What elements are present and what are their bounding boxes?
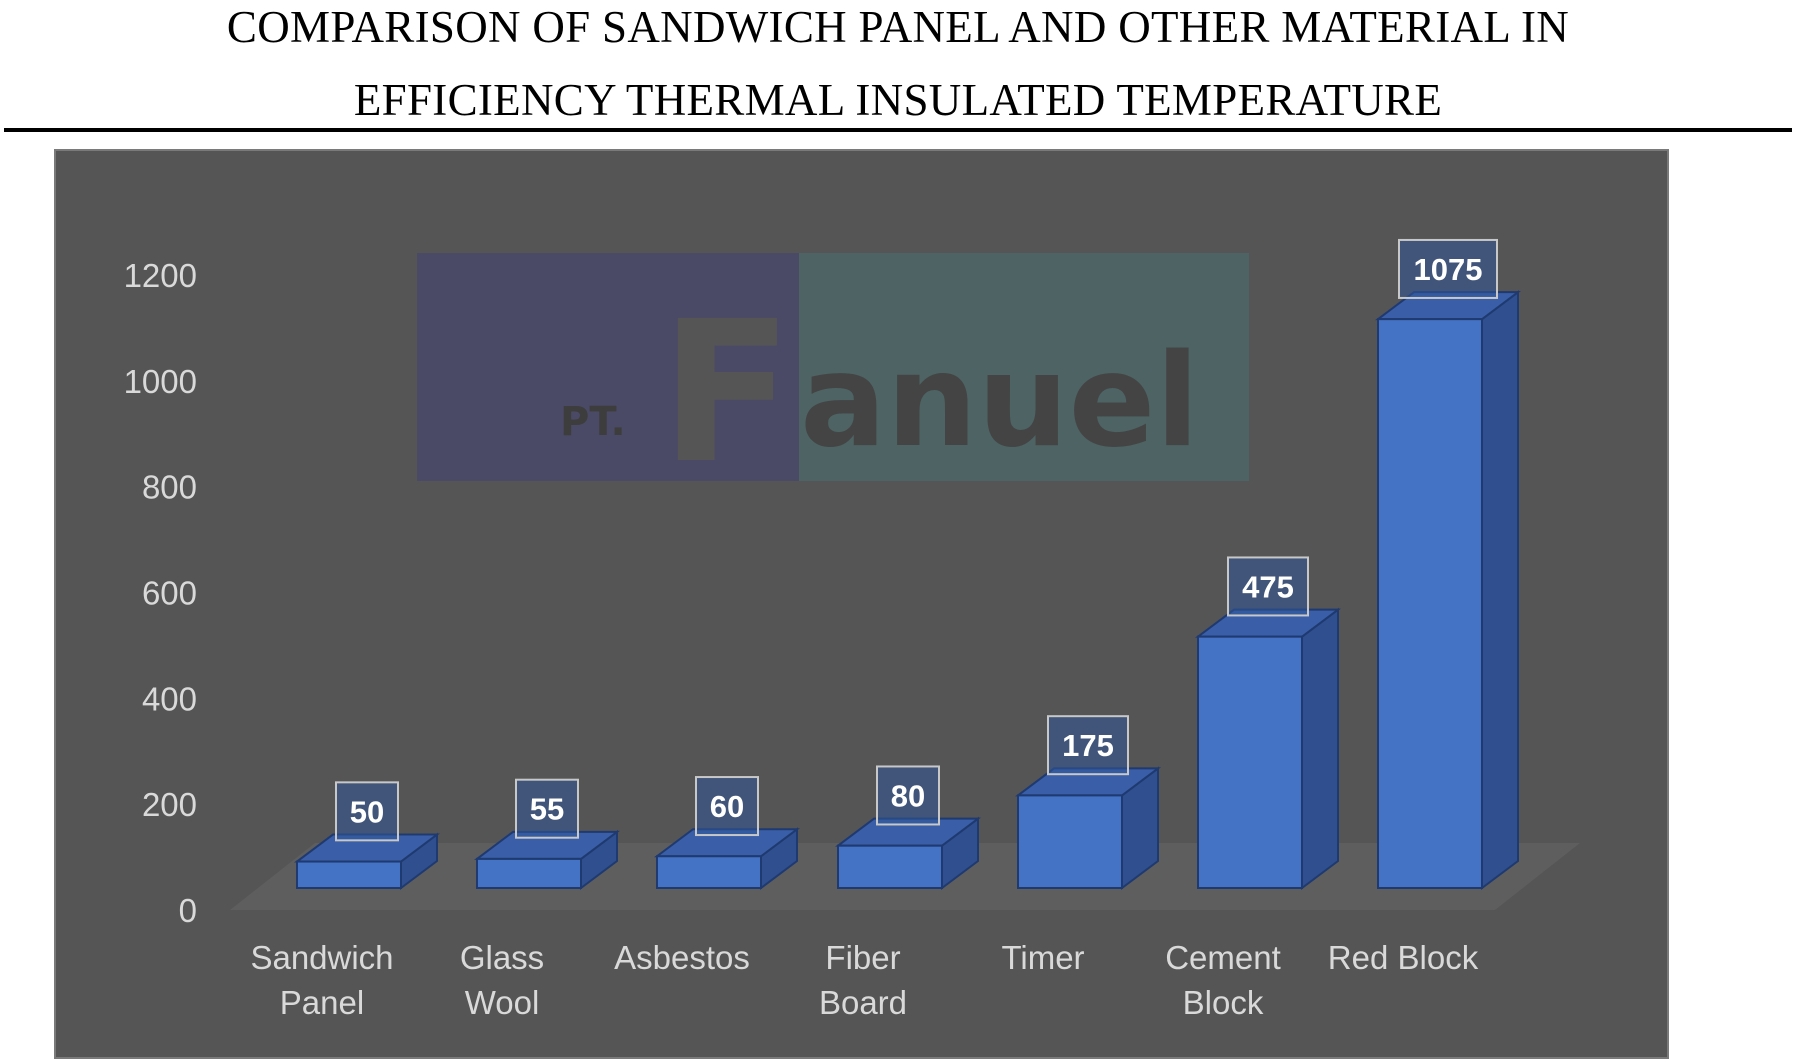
x-category-label: Red Block: [1328, 939, 1479, 976]
data-label: 1075: [1414, 252, 1483, 287]
bar: 50: [294, 781, 440, 890]
watermark-logo: PT. F anuel: [417, 253, 1249, 506]
x-category-label: Glass: [460, 939, 544, 976]
data-label: 60: [710, 789, 744, 824]
x-category-label: Sandwich: [250, 939, 393, 976]
x-category-label: Panel: [280, 984, 364, 1021]
data-label: 55: [530, 792, 564, 827]
watermark-prefix: PT.: [560, 399, 626, 445]
data-label: 475: [1242, 569, 1294, 604]
y-tick-label: 200: [142, 786, 197, 823]
x-category-label: Fiber: [825, 939, 900, 976]
watermark-text: anuel: [800, 327, 1199, 476]
title-line-1: COMPARISON OF SANDWICH PANEL AND OTHER M…: [226, 2, 1570, 52]
bar-front: [1197, 635, 1303, 889]
x-category-label: Board: [819, 984, 907, 1021]
title-underline: [4, 128, 1792, 132]
y-tick-label: 400: [142, 680, 197, 717]
bar-front: [1377, 318, 1483, 890]
x-category-label: Cement: [1165, 939, 1281, 976]
watermark-panel-left: [417, 253, 799, 481]
title-line-2: EFFICIENCY THERMAL INSULATED TEMPERATURE: [353, 75, 1443, 125]
bar-front: [476, 857, 582, 889]
x-axis: Sandwich Panel Glass Wool Asbestos Fiber Board…: [250, 939, 1478, 1021]
data-label-box: [876, 765, 940, 826]
bar: 55: [474, 778, 620, 890]
x-category-label: Block: [1183, 984, 1264, 1021]
y-axis: 0 200 400 600 800 1000 1200: [124, 257, 197, 929]
bar-side: [1481, 290, 1519, 890]
bar-front: [296, 860, 402, 890]
watermark-panel-right: [799, 253, 1249, 481]
bar-front: [837, 844, 943, 890]
y-tick-label: 0: [179, 892, 197, 929]
x-category-label: Asbestos: [614, 939, 750, 976]
y-tick-label: 600: [142, 575, 197, 612]
data-label-box: [515, 778, 579, 839]
bars: 50 55 60 80 175 475 1075: [294, 238, 1521, 890]
x-category-label: Timer: [1001, 939, 1084, 976]
y-tick-label: 1200: [124, 257, 197, 294]
watermark-big-letter: F: [660, 279, 793, 506]
bar-front: [656, 855, 762, 889]
data-label-box: [1227, 556, 1309, 617]
data-label: 80: [891, 778, 925, 813]
bar-front: [1017, 794, 1123, 889]
bar: 1075: [1375, 238, 1521, 890]
bar: 60: [654, 776, 800, 890]
data-label: 175: [1062, 728, 1114, 763]
bar: 80: [835, 765, 981, 890]
y-tick-label: 1000: [124, 363, 197, 400]
bar: 475: [1195, 556, 1341, 890]
data-label-box: [695, 776, 759, 837]
data-label-box: [1398, 238, 1498, 299]
bar-side: [1301, 607, 1339, 890]
x-category-label: Wool: [465, 984, 540, 1021]
y-tick-label: 800: [142, 469, 197, 506]
data-label-box: [1047, 715, 1129, 776]
bar: 175: [1015, 715, 1161, 890]
data-label-box: [335, 781, 399, 842]
data-label: 50: [350, 794, 384, 829]
